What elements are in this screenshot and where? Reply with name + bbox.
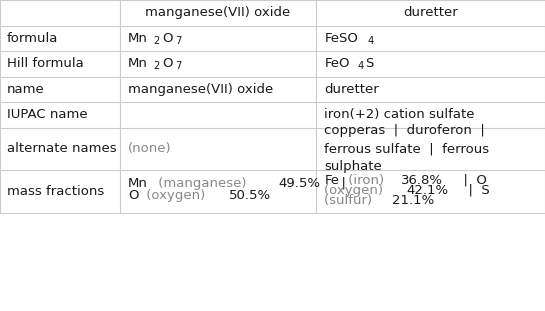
Text: |  S: | S	[460, 184, 490, 197]
Text: Hill formula: Hill formula	[7, 57, 83, 70]
Text: O: O	[162, 32, 172, 45]
Text: duretter: duretter	[324, 83, 379, 96]
Text: name: name	[7, 83, 44, 96]
Text: formula: formula	[7, 32, 58, 45]
Text: Mn: Mn	[128, 32, 148, 45]
Text: 7: 7	[175, 36, 181, 46]
Text: manganese(VII) oxide: manganese(VII) oxide	[128, 83, 274, 96]
Text: (sulfur): (sulfur)	[324, 194, 377, 207]
Text: FeSO: FeSO	[324, 32, 358, 45]
Text: manganese(VII) oxide: manganese(VII) oxide	[146, 6, 290, 19]
Text: FeO: FeO	[324, 57, 350, 70]
Text: mass fractions: mass fractions	[7, 185, 104, 198]
Text: 2: 2	[154, 61, 160, 71]
Text: (oxygen): (oxygen)	[142, 189, 209, 202]
Text: |: |	[333, 177, 346, 190]
Text: 4: 4	[357, 61, 364, 71]
Text: duretter: duretter	[403, 6, 458, 19]
Text: 36.8%: 36.8%	[401, 174, 443, 187]
Text: O: O	[162, 57, 172, 70]
Text: 21.1%: 21.1%	[392, 194, 434, 207]
Text: S: S	[365, 57, 374, 70]
Text: IUPAC name: IUPAC name	[7, 108, 87, 121]
Text: (oxygen): (oxygen)	[324, 184, 387, 197]
Text: Fe: Fe	[324, 174, 340, 187]
Text: copperas  |  duroferon  |
ferrous sulfate  |  ferrous
sulphate: copperas | duroferon | ferrous sulfate |…	[324, 124, 489, 174]
Text: (manganese): (manganese)	[154, 177, 251, 190]
Text: Mn: Mn	[128, 57, 148, 70]
Text: (iron): (iron)	[344, 174, 388, 187]
Text: Mn: Mn	[128, 177, 148, 190]
Text: O: O	[128, 189, 138, 202]
Text: alternate names: alternate names	[7, 142, 116, 156]
Text: |  O: | O	[455, 174, 487, 187]
Text: 7: 7	[175, 61, 181, 71]
Text: 50.5%: 50.5%	[229, 189, 271, 202]
Text: 49.5%: 49.5%	[278, 177, 320, 190]
Text: 42.1%: 42.1%	[406, 184, 448, 197]
Text: 2: 2	[154, 36, 160, 46]
Text: iron(+2) cation sulfate: iron(+2) cation sulfate	[324, 108, 475, 121]
Text: 4: 4	[368, 36, 374, 46]
Text: (none): (none)	[128, 142, 172, 156]
